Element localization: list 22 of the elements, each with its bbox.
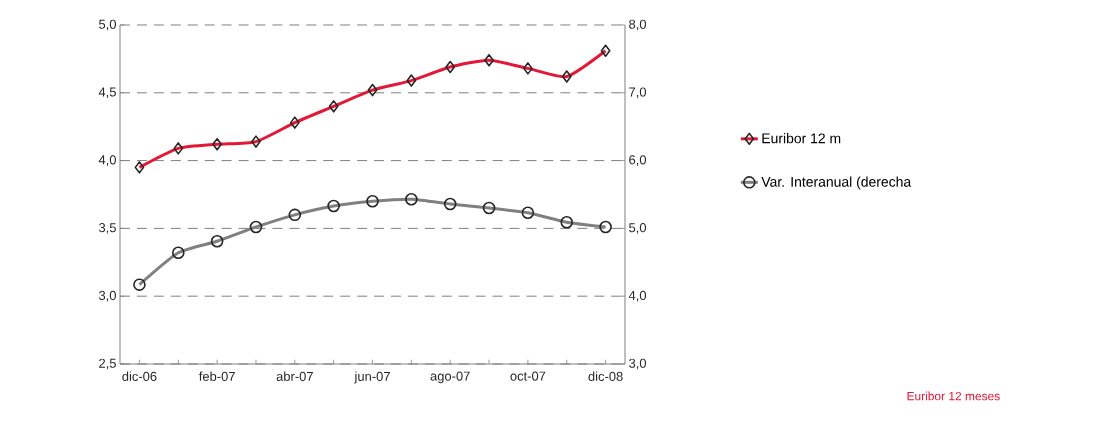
y2-tick-label: 7,0 (629, 87, 647, 99)
x-tick-label: feb-07 (198, 371, 235, 381)
legend-label: Var. Interanual (derecha (761, 176, 912, 190)
x-tick-label: abr-07 (276, 371, 313, 381)
x-tick-label: jun-07 (354, 371, 390, 384)
y-tick-label: 4,0 (98, 155, 116, 166)
y2-tick-label: 6,0 (629, 155, 647, 166)
y2-tick-label: 8,0 (629, 19, 647, 31)
x-tick-label: ago-07 (430, 371, 470, 384)
text: Euribor 12 meses (907, 391, 1000, 401)
x-tick-label: oct-07 (510, 371, 546, 381)
legend-label: Euribor 12 m (762, 133, 841, 144)
y-tick-label: 2,5 (99, 358, 116, 370)
y-tick-label: 3,5 (98, 223, 116, 234)
y2-tick-label: 5,0 (629, 223, 647, 234)
y2-tick-label: 4,0 (628, 290, 647, 302)
y-tick-label: 4,5 (98, 87, 116, 99)
y2-tick-label: 3,0 (629, 358, 647, 370)
y-tick-label: 5,0 (99, 19, 116, 31)
x-tick-label: dic-08 (588, 371, 623, 381)
y-tick-label: 3,0 (98, 290, 116, 302)
x-tick-label: dic-06 (122, 371, 157, 381)
